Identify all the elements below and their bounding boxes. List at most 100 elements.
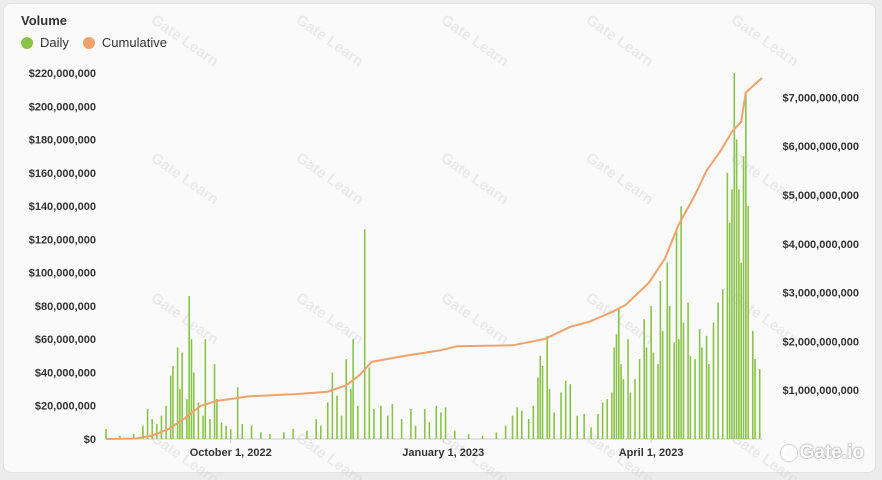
daily-bar-14 xyxy=(186,399,188,439)
daily-bar-103 xyxy=(673,342,676,439)
daily-bar-95 xyxy=(645,347,648,439)
daily-bar-49 xyxy=(387,415,389,439)
daily-bar-116 xyxy=(717,302,719,439)
daily-bar-24 xyxy=(220,422,223,439)
daily-bar-26 xyxy=(229,429,232,439)
left-tick-label-11: $220,000,000 xyxy=(29,68,96,80)
daily-bar-48 xyxy=(380,405,382,439)
daily-bar-89 xyxy=(622,379,625,439)
daily-bar-45 xyxy=(363,229,366,439)
daily-bar-62 xyxy=(495,432,498,439)
legend-title: Volume xyxy=(21,13,67,28)
watermark-0-1: Gate Learn xyxy=(293,11,367,70)
watermark-0-4: Gate Learn xyxy=(728,11,802,70)
daily-bar-124 xyxy=(740,262,743,439)
daily-bar-108 xyxy=(687,302,689,439)
legend-daily-label: Daily xyxy=(40,35,69,50)
daily-bar-90 xyxy=(627,339,629,439)
daily-bar-94 xyxy=(643,319,645,439)
left-tick-label-1: $20,000,000 xyxy=(35,401,96,413)
daily-bar-59 xyxy=(453,430,456,439)
daily-bar-67 xyxy=(527,419,530,439)
gateio-logo-icon xyxy=(780,445,797,461)
daily-bar-125 xyxy=(742,156,745,439)
daily-bar-51 xyxy=(400,419,403,439)
x-tick-label-1: January 1, 2023 xyxy=(402,447,484,459)
daily-bar-126 xyxy=(745,92,747,440)
daily-bar-84 xyxy=(611,392,613,439)
daily-bar-32 xyxy=(283,432,285,439)
daily-bar-128 xyxy=(751,330,754,439)
daily-bar-27 xyxy=(236,387,239,439)
daily-bar-75 xyxy=(560,392,562,439)
daily-bar-50 xyxy=(391,404,394,439)
daily-bar-83 xyxy=(606,399,609,439)
daily-bar-30 xyxy=(259,432,262,439)
daily-bar-130 xyxy=(758,369,761,439)
left-tick-label-6: $120,000,000 xyxy=(29,234,96,246)
daily-bar-12 xyxy=(179,389,181,439)
daily-bar-38 xyxy=(331,372,334,439)
left-tick-label-8: $160,000,000 xyxy=(29,168,96,180)
gateio-logo: Gate.io xyxy=(780,442,864,464)
daily-bar-54 xyxy=(423,409,426,439)
daily-bar-92 xyxy=(634,379,636,439)
daily-bar-47 xyxy=(373,409,375,439)
gateio-logo-text: Gate.io xyxy=(799,442,864,463)
legend: Daily Cumulative xyxy=(21,35,167,50)
daily-bar-88 xyxy=(620,364,622,439)
daily-bar-127 xyxy=(747,206,749,439)
right-tick-label-0: $1,000,000,000 xyxy=(783,385,859,397)
daily-bar-44 xyxy=(356,405,359,439)
daily-bar-91 xyxy=(629,392,632,439)
legend-item-daily[interactable]: Daily xyxy=(21,35,69,50)
daily-bar-58 xyxy=(444,407,447,439)
right-tick-label-1: $2,000,000,000 xyxy=(783,336,859,348)
daily-bar-39 xyxy=(336,395,338,439)
daily-bar-122 xyxy=(735,139,738,439)
daily-bar-86 xyxy=(615,334,618,439)
daily-bar-97 xyxy=(652,352,655,439)
watermark-1-3: Gate Learn xyxy=(583,149,657,208)
daily-bar-121 xyxy=(733,73,736,439)
legend-item-cumulative[interactable]: Cumulative xyxy=(82,35,167,50)
x-tick-label-0: October 1, 2022 xyxy=(190,447,272,459)
daily-bar-78 xyxy=(576,415,579,439)
daily-bar-107 xyxy=(682,322,685,439)
left-tick-label-0: $0 xyxy=(84,434,96,446)
daily-bar-101 xyxy=(666,262,669,439)
daily-bar-98 xyxy=(657,364,659,439)
x-tick-label-2: April 1, 2023 xyxy=(619,447,684,459)
daily-bar-99 xyxy=(659,280,662,439)
daily-bar-71 xyxy=(541,365,544,439)
daily-bar-2 xyxy=(132,434,135,439)
daily-bar-3 xyxy=(142,425,144,439)
daily-bar-52 xyxy=(410,409,412,439)
daily-bar-23 xyxy=(216,399,218,439)
daily-bar-15 xyxy=(188,295,190,439)
daily-bar-43 xyxy=(352,339,354,439)
daily-bar-96 xyxy=(650,305,652,439)
daily-bar-66 xyxy=(520,410,523,439)
daily-bar-72 xyxy=(546,335,548,439)
daily-bar-69 xyxy=(537,377,539,439)
daily-bar-42 xyxy=(350,389,352,439)
daily-bar-31 xyxy=(269,434,271,439)
daily-bar-105 xyxy=(678,339,680,439)
left-tick-label-10: $200,000,000 xyxy=(29,101,96,113)
daily-bar-46 xyxy=(368,367,371,439)
right-tick-label-5: $6,000,000,000 xyxy=(783,141,859,153)
daily-bar-40 xyxy=(340,415,343,439)
right-tick-label-2: $3,000,000,000 xyxy=(783,288,859,300)
daily-bar-57 xyxy=(440,412,442,439)
daily-bar-29 xyxy=(250,425,253,439)
daily-bar-87 xyxy=(617,309,620,439)
daily-bar-16 xyxy=(190,339,193,439)
watermark-0-0: Gate Learn xyxy=(148,11,222,70)
daily-bar-61 xyxy=(481,435,484,439)
daily-bar-77 xyxy=(569,384,572,439)
daily-bar-106 xyxy=(680,206,682,439)
daily-bar-56 xyxy=(435,405,438,439)
daily-bar-110 xyxy=(694,359,696,439)
